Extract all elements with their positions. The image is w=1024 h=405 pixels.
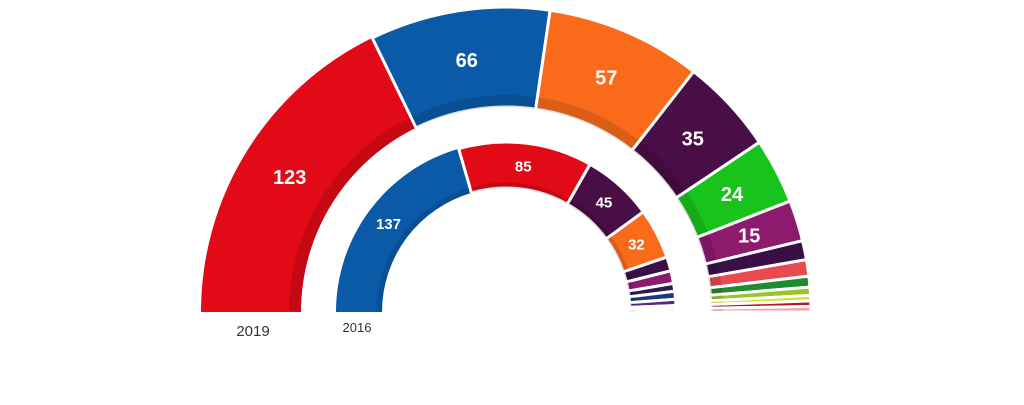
segment-label-2019-0: 123: [273, 167, 306, 189]
segment-shade-2016-3: [606, 236, 629, 272]
ring-2019: 123 66 57 35 24 15: [201, 5, 813, 314]
segment-label-2016-0: 137: [376, 216, 401, 233]
segment-shade-2019-4: [676, 191, 708, 237]
segment-shade-2019-9: [710, 295, 723, 301]
segment-shade-2019-7: [708, 275, 722, 288]
segment-label-2016-1: 85: [515, 158, 532, 175]
year-label-2016: 2016: [343, 320, 372, 335]
segment-label-2016-3: 32: [628, 236, 645, 253]
segment-shade-2019-5: [697, 233, 717, 264]
segment-shade-2016-4: [623, 270, 632, 282]
segment-shade-2019-6: [705, 262, 720, 277]
ring-2016: 137 85 45 32: [336, 140, 678, 314]
segment-label-2019-1: 66: [456, 50, 478, 72]
segment-shade-2019-2: [536, 97, 639, 150]
segment-shade-2019-0: [289, 117, 416, 312]
segment-2019-0: [201, 37, 417, 312]
segment-shade-2019-1: [411, 95, 537, 128]
segment-label-2016-2: 45: [596, 195, 613, 212]
segment-2019-12: [709, 304, 813, 314]
segment-shade-2016-2: [567, 199, 611, 239]
segment-shade-2016-7: [629, 296, 636, 303]
segment-label-2019-4: 24: [721, 184, 744, 206]
segment-shade-2019-8: [709, 287, 723, 295]
segment-2016-10: [628, 307, 678, 314]
year-label-2019: 2019: [236, 323, 269, 340]
segment-shade-2016-10: [629, 310, 636, 312]
segment-shade-2016-0: [376, 187, 471, 312]
segment-label-2019-5: 15: [738, 226, 760, 248]
segment-label-2019-3: 35: [682, 128, 704, 150]
segment-shade-2016-1: [470, 182, 570, 204]
segment-shade-2019-12: [710, 308, 723, 312]
segment-shade-2016-5: [626, 281, 634, 291]
segment-label-2019-2: 57: [595, 68, 617, 90]
segment-2016-0: [336, 148, 472, 312]
segment-shade-2019-3: [632, 141, 686, 198]
